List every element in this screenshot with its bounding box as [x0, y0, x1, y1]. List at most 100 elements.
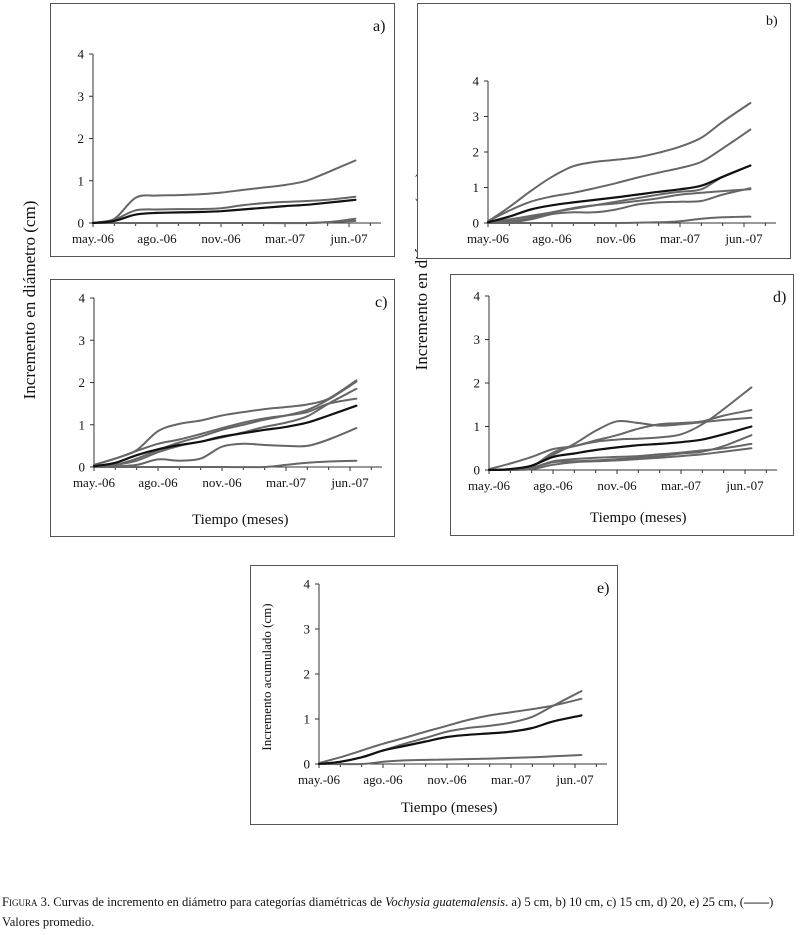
y-tick-label: 1 [473, 180, 480, 195]
series-line-tree-3 [487, 164, 752, 224]
x-tick-label: mar.-07 [266, 475, 307, 490]
chart-panel-d: 0 1 2 3 4 may.-06 ago.-06 nov.-06 mar.-07 jun.-07… [450, 274, 794, 536]
chart-svg-a: 0 1 2 3 4 may.-06 ago.-06 nov.-06 mar.-07 jun.-07 [72, 47, 381, 246]
x-tick-label: ago.-06 [532, 231, 572, 246]
x-tick-label: may.-06 [73, 475, 116, 490]
x-tick-label: may.-06 [467, 231, 510, 246]
series-line-tree-2 [93, 397, 358, 466]
y-tick-label: 2 [304, 667, 311, 682]
y-tick-label: 3 [304, 622, 311, 637]
y-tick-label: 1 [79, 417, 86, 432]
series-line-tree-2 [318, 690, 583, 765]
y-tick-label: 3 [79, 333, 86, 348]
y-tick-label: 0 [304, 757, 311, 772]
x-axis-title-e: Tiempo (meses) [401, 800, 498, 816]
caption-text: Curvas de incremento en diámetro para ca… [50, 895, 386, 909]
series-line-tree-1 [318, 697, 583, 765]
y-tick-label: 4 [79, 291, 86, 306]
y-tick-label: 3 [473, 109, 480, 124]
series-line-average [487, 425, 753, 472]
x-tick-label: jun.-07 [329, 231, 368, 246]
y-tick-label: 1 [304, 712, 311, 727]
x-tick-label: nov.-06 [427, 772, 467, 787]
y-tick-label: 4 [473, 74, 480, 89]
series-line-tree-6 [93, 459, 358, 469]
x-tick-label: mar.-07 [265, 231, 306, 246]
series-line-tree-4 [487, 188, 752, 224]
y-tick-label: 1 [474, 419, 481, 434]
series-line-tree-3 [318, 754, 583, 766]
y-tick-label: 3 [78, 89, 85, 104]
series-line-tree-1 [487, 102, 752, 223]
x-tick-label: nov.-06 [201, 231, 241, 246]
x-tick-label: may.-06 [468, 478, 511, 493]
x-tick-label: jun.-07 [725, 478, 764, 493]
caption-species: Vochysia guatemalensis [385, 895, 506, 909]
x-tick-label: mar.-07 [660, 231, 701, 246]
x-tick-label: may.-06 [298, 772, 341, 787]
caption-figure-label: Figura 3. [2, 895, 51, 909]
chart-panel-e: 0 1 2 3 4 may.-06 ago.-06 nov.-06 mar.-07 jun.-07… [250, 565, 618, 825]
chart-svg-d: 0 1 2 3 4 may.-06 ago.-06 nov.-06 mar.-07 jun.-07 [468, 289, 777, 493]
series-line-tree-6 [488, 447, 753, 472]
series-line-average [91, 198, 357, 225]
series-line-tree-2 [487, 128, 752, 223]
figure-caption: Figura 3. Curvas de incremento en diámet… [2, 892, 804, 932]
x-tick-label: nov.-06 [202, 475, 242, 490]
panel-label-a: a) [373, 18, 386, 35]
chart-svg-e: 0 1 2 3 4 may.-06 ago.-06 nov.-06 mar.-07 jun.-07 [298, 577, 607, 787]
panel-label-b: b) [766, 14, 778, 29]
x-tick-label: nov.-06 [596, 231, 636, 246]
caption-legend-symbol: —— [743, 895, 770, 909]
chart-panel-c: 0 1 2 3 4 may.-06 ago.-06 nov.-06 mar.-07 jun.-07… [50, 279, 395, 537]
series-line-tree-3 [93, 380, 358, 468]
caption-text-2: . a) 5 cm, b) 10 cm, c) 15 cm, d) 20, e)… [505, 895, 744, 909]
y-tick-label: 1 [78, 173, 85, 188]
y-tick-label: 2 [474, 376, 481, 391]
chart-svg-c: 0 1 2 3 4 may.-06 ago.-06 nov.-06 mar.-07 jun.-07 [73, 291, 382, 490]
y-tick-label: 4 [474, 289, 481, 304]
series-line-tree-2 [92, 195, 357, 224]
y-tick-label: 2 [78, 131, 85, 146]
x-axis-title-c: Tiempo (meses) [192, 512, 289, 528]
x-tick-label: jun.-07 [724, 231, 763, 246]
series-line-tree-5 [488, 442, 753, 471]
x-tick-label: mar.-07 [661, 478, 702, 493]
x-tick-label: ago.-06 [138, 475, 178, 490]
y-tick-label: 0 [78, 216, 85, 231]
series-line-average [317, 714, 583, 766]
chart-svg-b: 0 1 2 3 4 may.-06 ago.-06 nov.-06 mar.-07 jun.-07 [467, 74, 776, 246]
x-tick-label: jun.-07 [555, 772, 594, 787]
series-line-tree-4 [92, 219, 357, 225]
x-tick-label: ago.-06 [137, 231, 177, 246]
y-tick-label: 3 [474, 332, 481, 347]
panel-label-c: c) [375, 294, 388, 311]
y-tick-label: 4 [304, 577, 311, 592]
y-tick-label: 4 [78, 47, 85, 62]
x-tick-label: ago.-06 [533, 478, 573, 493]
panel-label-d: d) [773, 289, 787, 306]
x-tick-label: jun.-07 [330, 475, 369, 490]
series-line-tree-1 [92, 159, 357, 224]
series-line-tree-5 [93, 427, 358, 468]
series-line-tree-5 [487, 187, 752, 224]
x-tick-label: mar.-07 [491, 772, 532, 787]
y-axis-title-e: Incremento acumulado (cm) [259, 603, 274, 751]
x-tick-label: ago.-06 [363, 772, 403, 787]
x-tick-label: nov.-06 [597, 478, 637, 493]
y-tick-label: 2 [79, 375, 86, 390]
series-line-tree-2 [488, 416, 753, 471]
panel-label-e: e) [597, 580, 610, 597]
y-tick-label: 2 [473, 145, 480, 160]
y-tick-label: 0 [473, 216, 480, 231]
series-line-average [92, 404, 358, 468]
shared-y-axis-label: Incremento en diámetro (cm) [20, 200, 39, 400]
y-tick-label: 0 [79, 460, 86, 475]
x-axis-title-d: Tiempo (meses) [590, 510, 687, 526]
y-tick-label: 0 [474, 463, 481, 478]
series-line-tree-6 [487, 215, 752, 225]
chart-panel-a: 0 1 2 3 4 may.-06 ago.-06 nov.-06 mar.-07 jun.-07… [50, 3, 395, 257]
x-tick-label: may.-06 [72, 231, 115, 246]
chart-panel-b: 0 1 2 3 4 may.-06 ago.-06 nov.-06 mar.-07 jun.-07… [417, 3, 791, 259]
series-line-average [486, 164, 752, 224]
